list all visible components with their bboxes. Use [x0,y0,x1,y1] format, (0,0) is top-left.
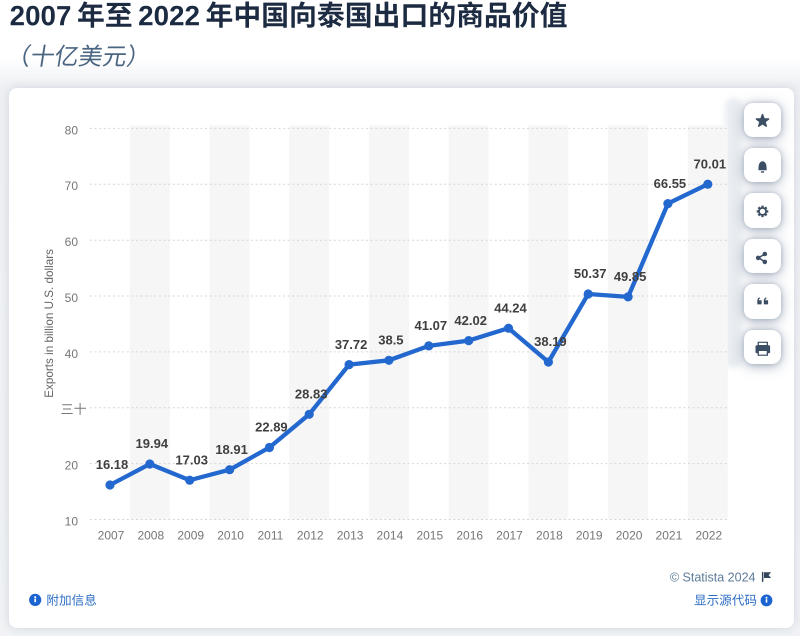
svg-text:2009: 2009 [177,529,204,543]
svg-text:44.24: 44.24 [494,300,527,315]
svg-text:70.01: 70.01 [694,156,727,171]
svg-text:41.07: 41.07 [415,318,448,333]
svg-text:66.55: 66.55 [654,176,687,191]
svg-text:28.83: 28.83 [295,387,328,402]
svg-text:50: 50 [65,291,79,305]
svg-text:20: 20 [65,459,79,473]
svg-text:2022: 2022 [695,529,722,543]
svg-text:40: 40 [65,347,79,361]
svg-text:10: 10 [65,514,79,528]
svg-text:2011: 2011 [257,529,283,543]
svg-text:16.18: 16.18 [96,457,129,472]
svg-text:50.37: 50.37 [574,266,607,281]
svg-text:49.85: 49.85 [614,269,647,284]
svg-text:2018: 2018 [536,529,563,543]
svg-text:18.91: 18.91 [215,442,248,457]
svg-text:2008: 2008 [137,529,164,543]
svg-text:2010: 2010 [217,529,244,543]
svg-text:2015: 2015 [416,529,443,543]
svg-text:2019: 2019 [576,529,603,543]
svg-text:60: 60 [65,235,79,249]
svg-text:2016: 2016 [456,529,483,543]
svg-text:42.02: 42.02 [454,313,487,328]
svg-text:19.94: 19.94 [136,436,169,451]
svg-text:2014: 2014 [377,529,404,543]
svg-text:Exports in billion U.S. dollar: Exports in billion U.S. dollars [43,249,56,398]
svg-text:2017: 2017 [496,529,523,543]
svg-text:70: 70 [65,179,79,193]
svg-text:2007: 2007 [98,529,125,543]
svg-text:38.5: 38.5 [378,333,403,348]
svg-text:2021: 2021 [656,529,683,543]
svg-text:37.72: 37.72 [335,337,368,352]
svg-text:38.19: 38.19 [534,334,567,349]
svg-text:80: 80 [65,123,79,137]
svg-text:17.03: 17.03 [175,452,208,467]
svg-text:2013: 2013 [337,529,364,543]
svg-text:© Statista 2024: © Statista 2024 [670,570,756,584]
svg-text:2012: 2012 [297,529,324,543]
svg-text:22.89: 22.89 [255,420,288,435]
svg-text:2020: 2020 [616,529,643,543]
